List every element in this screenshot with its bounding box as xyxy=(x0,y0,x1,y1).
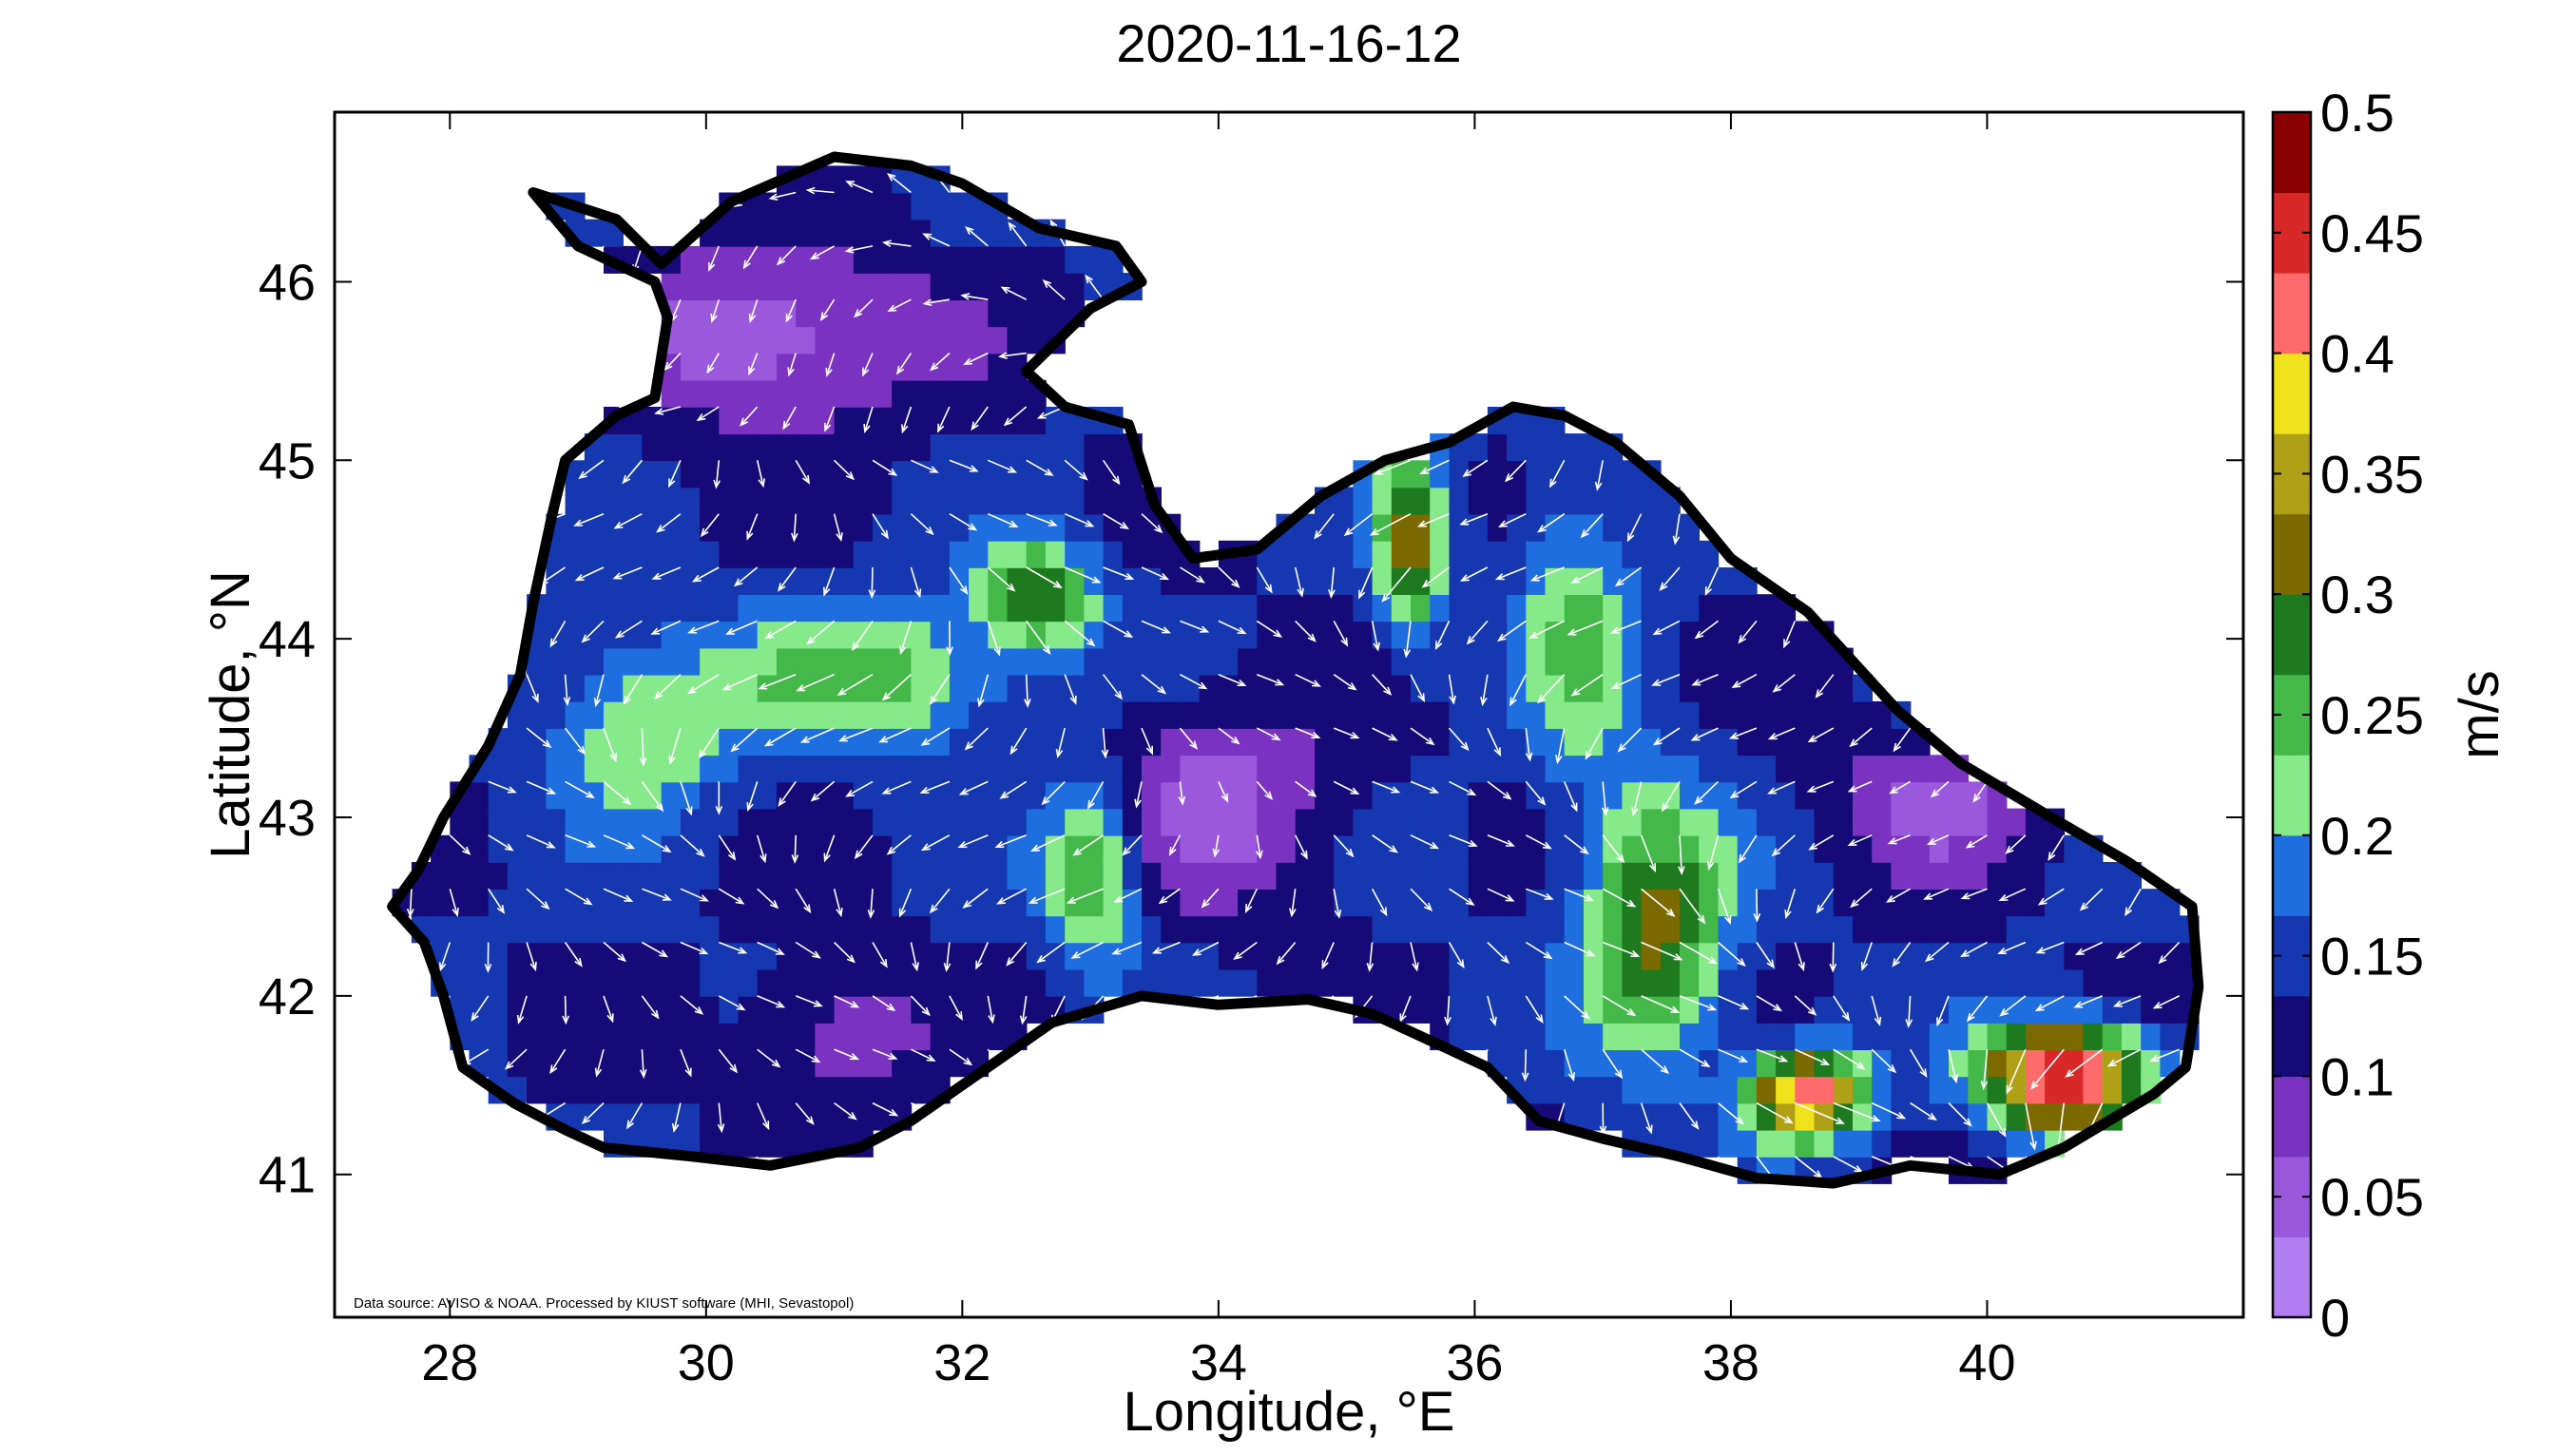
y-tick-label: 42 xyxy=(259,968,316,1025)
colorbar-segment xyxy=(2273,995,2311,1077)
coastline xyxy=(387,151,2204,1189)
colorbar-segment xyxy=(2273,1076,2311,1158)
y-tick-label: 45 xyxy=(259,432,316,489)
y-tick-label: 41 xyxy=(259,1147,316,1204)
y-axis-ticks: 41 42 43 44 45 46 xyxy=(259,254,2243,1204)
x-tick-label: 38 xyxy=(1702,1334,1759,1391)
colorbar-segment xyxy=(2273,1236,2311,1318)
colorbar-tick-label: 0.2 xyxy=(2320,806,2394,866)
x-tick-label: 34 xyxy=(1190,1334,1247,1391)
y-tick-label: 46 xyxy=(259,254,316,311)
x-tick-label: 28 xyxy=(421,1334,478,1391)
x-tick-label: 30 xyxy=(678,1334,735,1391)
colorbar-tick-label: 0.25 xyxy=(2320,685,2424,745)
colorbar-segment xyxy=(2273,353,2311,434)
colorbar-label: m/s xyxy=(2449,670,2510,758)
colorbar-segment xyxy=(2273,513,2311,595)
colorbar-segment xyxy=(2273,834,2311,916)
x-tick-label: 32 xyxy=(933,1334,990,1391)
x-tick-label: 36 xyxy=(1446,1334,1503,1391)
colorbar-tick-label: 0.4 xyxy=(2320,324,2394,384)
colorbar-tick-label: 0.05 xyxy=(2320,1167,2424,1227)
colorbar-segment xyxy=(2273,755,2311,836)
colorbar-tick-label: 0.5 xyxy=(2320,83,2394,143)
y-axis-label: Latitude, °N xyxy=(200,570,261,859)
y-tick-label: 44 xyxy=(259,611,316,668)
colorbar: 0 0.05 0.1 0.15 0.2 0.25 0.3 0.35 0.4 0.45 0.5 xyxy=(2271,83,2424,1348)
colorbar-tick-label: 0.35 xyxy=(2320,444,2424,504)
colorbar-tick-label: 0.15 xyxy=(2320,927,2424,987)
x-axis-label: Longitude, °E xyxy=(1124,1381,1455,1443)
x-axis-ticks: 28 30 32 34 36 38 40 xyxy=(421,112,2016,1391)
colorbar-segment xyxy=(2273,273,2311,354)
colorbar-tick-label: 0.1 xyxy=(2320,1046,2394,1106)
data-credit: Data source: AVISO & NOAA. Processed by … xyxy=(354,1295,854,1312)
colorbar-tick-label: 0.3 xyxy=(2320,565,2394,624)
colorbar-segment xyxy=(2273,594,2311,676)
chart-title: 2020-11-16-12 xyxy=(1116,13,1461,73)
colorbar-tick-label: 0 xyxy=(2320,1288,2350,1348)
colorbar-segment xyxy=(2273,112,2311,194)
y-tick-label: 43 xyxy=(259,790,316,847)
x-tick-label: 40 xyxy=(1958,1334,2015,1391)
colorbar-tick-label: 0.45 xyxy=(2320,203,2424,263)
plot-area: 28 30 32 34 36 38 40 41 42 43 44 45 46 Data source:… xyxy=(259,110,2245,1391)
